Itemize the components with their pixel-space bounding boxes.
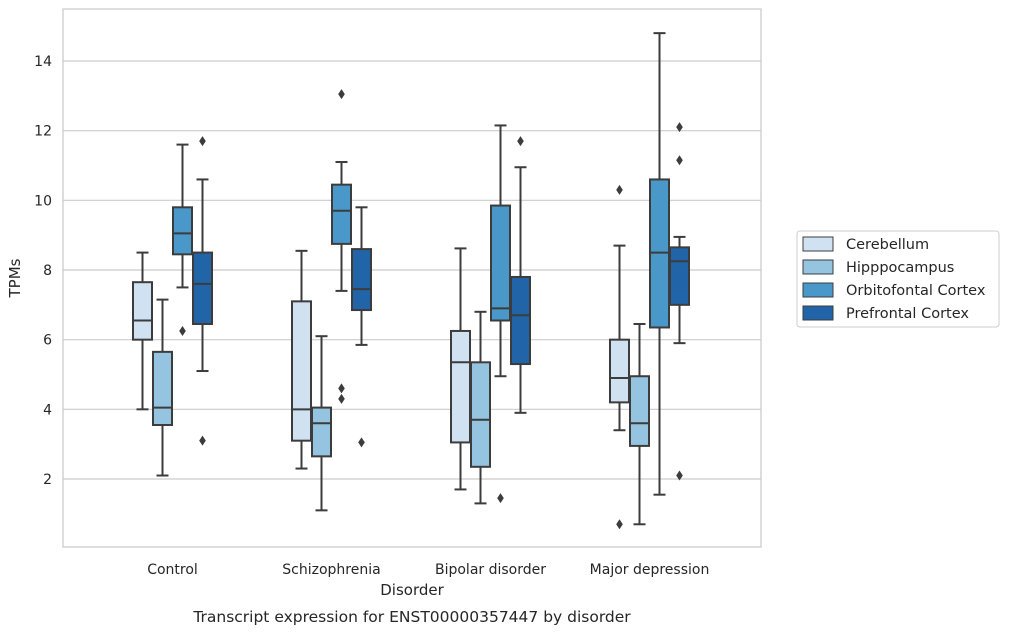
y-tick-label-4: 4 [43, 402, 52, 418]
y-tick-label-2: 2 [43, 472, 52, 488]
legend-swatch-hipppocampus [802, 259, 834, 275]
x-tick-label-control: Control [147, 562, 198, 578]
outlier-point [199, 435, 206, 446]
y-axis-label: TPMs [6, 258, 24, 298]
x-tick-labels: Control Schizophrenia Bipolar disorder Majo… [147, 562, 709, 578]
box-hipppocampus-control [152, 298, 173, 477]
x-tick-label-bipolar-disorder: Bipolar disorder [435, 562, 546, 578]
outlier-point [179, 325, 186, 336]
box-cerebellum-schizophrenia [291, 249, 312, 470]
box-body [132, 281, 153, 341]
outlier-point [199, 136, 206, 147]
box-body [609, 338, 630, 404]
y-tick-label-12: 12 [34, 124, 52, 140]
outlier-point [497, 493, 504, 504]
box-orbitofontal-cortex-schizophrenia [331, 89, 352, 404]
box-body [152, 350, 173, 427]
outlier-point [676, 155, 683, 166]
legend-items: Cerebellum Hipppocampus Orbitofontal Corte… [802, 236, 986, 322]
x-axis-label: Disorder [380, 581, 444, 599]
x-tick-label-schizophrenia: Schizophrenia [282, 562, 380, 578]
outlier-point [358, 437, 365, 448]
outlier-point [616, 519, 623, 530]
y-tick-labels: 2 4 6 8 10 12 14 [34, 54, 52, 488]
box-cerebellum-control [132, 251, 153, 411]
y-tick-label-6: 6 [43, 333, 52, 349]
legend-frame [796, 230, 1000, 328]
box-body [311, 406, 332, 458]
box-body [470, 361, 491, 468]
chart-caption: Transcript expression for ENST0000035744… [192, 608, 631, 626]
box-prefrontal-cortex-bipolar-disorder [510, 136, 531, 414]
box-orbitofontal-cortex-bipolar-disorder [490, 124, 511, 504]
gridlines [63, 60, 761, 480]
boxes [132, 32, 690, 530]
plot-frame [62, 8, 762, 548]
box-body [331, 183, 352, 245]
outlier-point [676, 470, 683, 481]
outlier-point [338, 89, 345, 100]
box-cerebellum-bipolar-disorder [450, 247, 471, 491]
legend: Cerebellum Hipppocampus Orbitofontal Corte… [796, 230, 1000, 328]
box-body [172, 206, 193, 256]
legend-swatch-prefrontal-cortex [802, 305, 834, 321]
outlier-point [338, 393, 345, 404]
y-tick-label-14: 14 [34, 54, 52, 70]
legend-label-hipppocampus: Hipppocampus [846, 260, 954, 276]
box-body [669, 246, 690, 306]
box-body [192, 251, 213, 325]
outlier-point [517, 136, 524, 147]
legend-swatch-cerebellum [802, 236, 834, 252]
box-body [629, 375, 650, 447]
outlier-point [338, 383, 345, 394]
box-body [450, 329, 471, 444]
legend-label-cerebellum: Cerebellum [846, 237, 929, 253]
outlier-point [676, 122, 683, 133]
x-tick-label-major-depression: Major depression [590, 562, 710, 578]
y-tick-label-10: 10 [34, 193, 52, 209]
box-hipppocampus-bipolar-disorder [470, 310, 491, 505]
box-cerebellum-major-depression [609, 184, 630, 530]
box-orbitofontal-cortex-control [172, 143, 193, 336]
y-tick-label-8: 8 [43, 263, 52, 279]
box-body [291, 300, 312, 442]
box-body [351, 248, 372, 312]
outlier-point [616, 184, 623, 195]
box-hipppocampus-schizophrenia [311, 335, 332, 512]
box-prefrontal-cortex-schizophrenia [351, 206, 372, 448]
box-prefrontal-cortex-major-depression [669, 122, 690, 481]
box-hipppocampus-major-depression [629, 322, 650, 526]
legend-label-orbitofontal-cortex: Orbitofontal Cortex [846, 283, 986, 299]
box-prefrontal-cortex-control [192, 136, 213, 446]
box-body [490, 204, 511, 322]
legend-swatch-orbitofontal-cortex [802, 282, 834, 298]
box-body [510, 275, 531, 366]
legend-label-prefrontal-cortex: Prefrontal Cortex [846, 306, 969, 322]
